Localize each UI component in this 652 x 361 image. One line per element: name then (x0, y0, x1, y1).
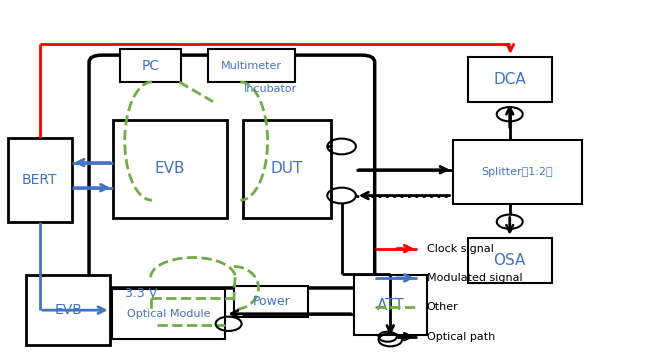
FancyBboxPatch shape (208, 49, 295, 82)
Text: EVB: EVB (54, 303, 82, 317)
FancyBboxPatch shape (8, 138, 72, 222)
FancyBboxPatch shape (26, 275, 110, 345)
Text: Modulated signal: Modulated signal (426, 273, 522, 283)
FancyBboxPatch shape (467, 238, 552, 283)
Text: Power: Power (252, 295, 290, 308)
FancyBboxPatch shape (234, 286, 308, 317)
Text: OSA: OSA (494, 253, 526, 268)
FancyBboxPatch shape (111, 290, 226, 339)
FancyBboxPatch shape (452, 140, 582, 204)
Text: Optical Module: Optical Module (126, 309, 211, 319)
FancyBboxPatch shape (467, 57, 552, 102)
Text: ATT: ATT (376, 298, 404, 313)
FancyBboxPatch shape (243, 119, 331, 218)
Text: BERT: BERT (22, 173, 57, 187)
FancyBboxPatch shape (119, 49, 181, 82)
Text: EVB: EVB (155, 161, 185, 177)
Text: DUT: DUT (271, 161, 303, 177)
Text: 3.3 V: 3.3 V (125, 287, 157, 300)
FancyBboxPatch shape (89, 55, 375, 288)
Text: Splitter（1:2）: Splitter（1:2） (482, 167, 554, 177)
Text: DCA: DCA (494, 72, 526, 87)
FancyBboxPatch shape (113, 119, 227, 218)
Text: PC: PC (141, 58, 160, 73)
Text: Other: Other (426, 302, 458, 312)
FancyBboxPatch shape (354, 275, 426, 335)
Text: Multimeter: Multimeter (221, 61, 282, 70)
Text: Clock signal: Clock signal (426, 244, 494, 253)
Text: Incubator: Incubator (244, 84, 297, 94)
Text: Optical path: Optical path (426, 332, 495, 342)
